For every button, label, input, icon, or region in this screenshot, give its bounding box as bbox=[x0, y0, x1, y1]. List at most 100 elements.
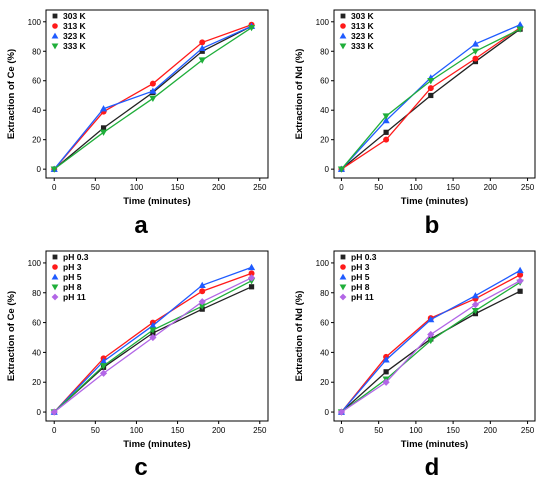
legend-marker bbox=[340, 13, 346, 19]
legend-entry: 313 K bbox=[63, 21, 87, 31]
data-point bbox=[471, 292, 480, 299]
y-axis-label: Extraction of Ce (%) bbox=[6, 291, 17, 381]
y-tick-label: 60 bbox=[320, 77, 329, 86]
x-tick-label: 200 bbox=[212, 426, 226, 435]
legend-marker bbox=[52, 254, 58, 260]
data-point bbox=[198, 57, 206, 64]
legend-entry: pH 11 bbox=[63, 292, 86, 302]
data-point bbox=[99, 105, 108, 112]
data-point bbox=[247, 24, 256, 32]
legend-entry: 303 K bbox=[351, 11, 375, 21]
legend-marker bbox=[340, 23, 346, 29]
legend-entry: pH 8 bbox=[63, 282, 82, 292]
data-point bbox=[248, 284, 255, 290]
x-tick-label: 0 bbox=[52, 426, 57, 435]
data-point bbox=[198, 303, 206, 310]
data-point bbox=[198, 44, 206, 52]
data-point bbox=[199, 48, 205, 54]
legend-marker bbox=[52, 264, 58, 270]
y-tick-label: 80 bbox=[32, 47, 41, 56]
legend-entry: 323 K bbox=[351, 31, 375, 41]
data-point bbox=[427, 330, 435, 339]
y-tick-label: 40 bbox=[32, 106, 41, 115]
x-tick-label: 250 bbox=[521, 183, 535, 192]
data-point bbox=[471, 48, 480, 55]
panel-letter: c bbox=[134, 454, 147, 479]
plot-frame bbox=[333, 250, 536, 422]
panel-letter: b bbox=[425, 212, 440, 239]
legend-marker bbox=[339, 43, 347, 50]
x-tick-label: 0 bbox=[52, 183, 57, 192]
panel-letter: d bbox=[425, 454, 440, 479]
data-point bbox=[149, 95, 157, 103]
legend-marker bbox=[51, 284, 59, 291]
y-axis-label: Extraction of Nd (%) bbox=[294, 49, 305, 140]
y-axis-label: Extraction of Nd (%) bbox=[294, 291, 305, 382]
data-point bbox=[427, 337, 435, 345]
data-point bbox=[337, 408, 346, 416]
y-tick-label: 40 bbox=[320, 106, 329, 115]
y-tick-label: 20 bbox=[32, 136, 41, 145]
y-tick-label: 0 bbox=[37, 408, 42, 417]
y-tick-label: 20 bbox=[32, 378, 41, 387]
data-point bbox=[382, 356, 390, 363]
legend-marker bbox=[339, 284, 347, 291]
x-tick-label: 150 bbox=[446, 426, 460, 435]
legend-entry: 313 K bbox=[351, 21, 375, 31]
y-tick-label: 40 bbox=[32, 348, 41, 357]
legend-entry: 323 K bbox=[63, 31, 87, 41]
y-tick-label: 0 bbox=[325, 165, 330, 174]
data-point bbox=[382, 116, 390, 124]
x-tick-label: 100 bbox=[409, 183, 423, 192]
data-point bbox=[471, 40, 480, 47]
data-point bbox=[427, 78, 435, 85]
x-tick-label: 50 bbox=[91, 426, 100, 435]
x-tick-label: 200 bbox=[484, 183, 498, 192]
data-point bbox=[337, 166, 346, 173]
y-tick-label: 80 bbox=[32, 289, 41, 298]
chart-panel-d: 0 50 100 150 200 250 0 20 40 60 80 100 Time (minutes… bbox=[294, 250, 536, 479]
data-point bbox=[382, 113, 390, 120]
y-tick-label: 40 bbox=[320, 348, 329, 357]
data-point bbox=[516, 26, 524, 33]
data-point bbox=[472, 55, 479, 62]
data-point bbox=[247, 263, 256, 271]
data-point bbox=[516, 266, 524, 274]
y-tick-label: 60 bbox=[32, 77, 41, 86]
legend-entry: pH 11 bbox=[351, 292, 374, 302]
x-tick-label: 100 bbox=[409, 426, 423, 435]
data-point bbox=[516, 21, 524, 28]
x-axis-label: Time (minutes) bbox=[123, 196, 190, 207]
legend-marker bbox=[52, 13, 58, 19]
x-tick-label: 0 bbox=[339, 426, 344, 435]
x-axis-label: Time (minutes) bbox=[123, 439, 190, 450]
y-tick-label: 100 bbox=[28, 259, 42, 268]
data-point bbox=[149, 327, 157, 334]
plot-frame bbox=[333, 9, 536, 179]
legend-marker bbox=[340, 264, 346, 270]
data-point bbox=[149, 80, 156, 87]
x-axis-label: Time (minutes) bbox=[401, 196, 468, 207]
x-tick-label: 200 bbox=[484, 426, 498, 435]
chart-panel-a: 0 50 100 150 200 250 0 20 40 60 80 100 Time (minutes… bbox=[6, 9, 269, 239]
y-tick-label: 0 bbox=[325, 408, 330, 417]
data-point bbox=[149, 321, 157, 329]
legend-marker bbox=[339, 32, 347, 39]
legend-marker bbox=[51, 43, 59, 50]
legend-entry: pH 0.3 bbox=[63, 252, 89, 262]
x-tick-label: 250 bbox=[253, 426, 267, 435]
y-tick-label: 100 bbox=[316, 259, 330, 268]
y-tick-label: 80 bbox=[320, 47, 329, 56]
legend-marker bbox=[52, 23, 58, 29]
x-tick-label: 100 bbox=[130, 426, 144, 435]
data-point bbox=[248, 270, 255, 277]
data-point bbox=[247, 274, 256, 282]
data-point bbox=[50, 166, 58, 173]
legend-marker bbox=[339, 293, 347, 301]
data-point bbox=[99, 357, 108, 365]
data-point bbox=[50, 408, 58, 416]
y-tick-label: 60 bbox=[32, 319, 41, 328]
y-tick-label: 80 bbox=[320, 289, 329, 298]
x-tick-label: 150 bbox=[446, 183, 460, 192]
